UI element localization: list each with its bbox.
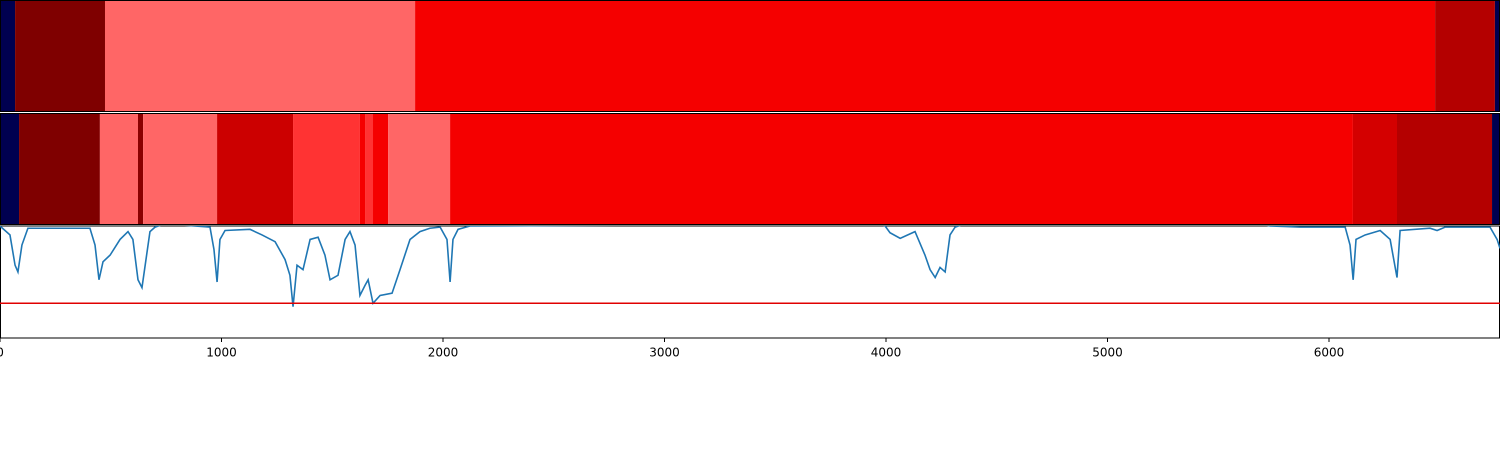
segment (1352, 113, 1398, 225)
segment (1492, 113, 1500, 225)
series-line (0, 226, 1500, 307)
segment (217, 113, 294, 225)
x-tick-label: 3000 (649, 346, 680, 360)
segment (365, 113, 374, 225)
segment (1494, 0, 1500, 112)
segment (450, 113, 1353, 225)
segment (1397, 113, 1493, 225)
x-tick-label: 1000 (206, 346, 237, 360)
x-tick-label: 6000 (1314, 346, 1345, 360)
segment (19, 113, 100, 225)
segment (415, 0, 1436, 112)
x-tick-label: 5000 (1092, 346, 1123, 360)
segment (0, 113, 20, 225)
x-tick-label: 0 (0, 346, 4, 360)
segment (359, 113, 366, 225)
segment (143, 113, 218, 225)
segment (15, 0, 105, 112)
x-tick-label: 4000 (871, 346, 902, 360)
x-tick-label: 2000 (428, 346, 459, 360)
segment (1435, 0, 1495, 112)
segment (0, 0, 16, 112)
segment (137, 113, 144, 225)
segment (104, 0, 416, 112)
segment (99, 113, 138, 225)
plot-frame (0, 225, 1500, 339)
segment (388, 113, 451, 225)
segment (373, 113, 389, 225)
segment (293, 113, 360, 225)
